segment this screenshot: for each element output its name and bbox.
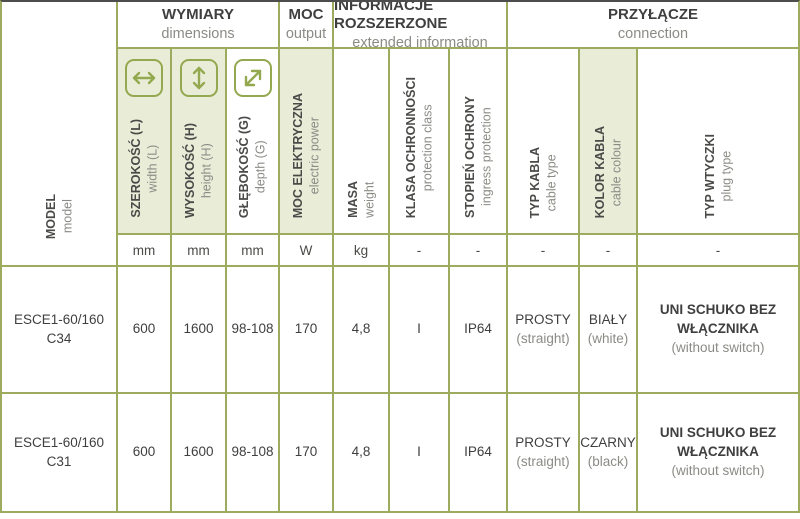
cell-cable-type: PROSTY (straight) xyxy=(508,267,578,392)
column-header-weight: MASA weight xyxy=(334,49,388,233)
group-header-extended-information: INFORMACJE ROZSZERZONE extended informat… xyxy=(334,2,506,47)
group-header-output: MOC output xyxy=(280,2,332,47)
cell-power: 170 xyxy=(280,394,332,511)
cell-width: 600 xyxy=(118,394,170,511)
cell-protection-class: I xyxy=(390,394,448,511)
cell-ingress: IP64 xyxy=(450,394,506,511)
model-column-header: MODEL model xyxy=(2,2,116,265)
group-header-dimensions: WYMIARY dimensions xyxy=(118,2,278,47)
cell-power: 170 xyxy=(280,267,332,392)
cell-ingress: IP64 xyxy=(450,267,506,392)
unit-protection-class: - xyxy=(390,235,448,265)
depth-arrow-icon xyxy=(233,59,272,97)
cell-cable-colour: CZARNY (black) xyxy=(580,394,636,511)
column-header-cable-type: TYP KABLA cable type xyxy=(508,49,578,233)
unit-power: W xyxy=(280,235,332,265)
cell-plug-type: UNI SCHUKO BEZ WŁĄCZNIKA (without switch… xyxy=(638,267,798,392)
column-header-ingress-protection: STOPIEŃ OCHRONY ingress protection xyxy=(450,49,506,233)
column-header-electric-power: MOC ELEKTRYCZNA electric power xyxy=(280,49,332,233)
cell-width: 600 xyxy=(118,267,170,392)
column-header-depth: GŁĘBOKOŚĆ (G) depth (G) xyxy=(227,49,278,233)
cell-cable-colour: BIAŁY (white) xyxy=(580,267,636,392)
unit-ingress: - xyxy=(450,235,506,265)
height-arrow-icon xyxy=(179,59,218,97)
unit-cable-colour: - xyxy=(580,235,636,265)
column-header-width: SZEROKOŚĆ (L) width (L) xyxy=(118,49,170,233)
unit-cable-type: - xyxy=(508,235,578,265)
table-row-model: ESCE1-60/160 C34 xyxy=(2,267,116,392)
cell-depth: 98-108 xyxy=(227,394,278,511)
cell-protection-class: I xyxy=(390,267,448,392)
cell-weight: 4,8 xyxy=(334,394,388,511)
column-header-height: WYSOKOŚĆ (H) height (H) xyxy=(172,49,225,233)
unit-depth: mm xyxy=(227,235,278,265)
cell-cable-type: PROSTY (straight) xyxy=(508,394,578,511)
column-header-cable-colour: KOLOR KABLA cable colour xyxy=(580,49,636,233)
model-header-pl: MODEL xyxy=(43,193,58,239)
cell-depth: 98-108 xyxy=(227,267,278,392)
width-arrow-icon xyxy=(125,59,163,97)
column-header-plug-type: TYP WTYCZKI plug type xyxy=(638,49,798,233)
group-header-connection: PRZYŁĄCZE connection xyxy=(508,2,798,47)
cell-plug-type: UNI SCHUKO BEZ WŁĄCZNIKA (without switch… xyxy=(638,394,798,511)
unit-height: mm xyxy=(172,235,225,265)
unit-width: mm xyxy=(118,235,170,265)
model-header-en: model xyxy=(60,199,74,234)
cell-weight: 4,8 xyxy=(334,267,388,392)
unit-plug-type: - xyxy=(638,235,798,265)
cell-height: 1600 xyxy=(172,267,225,392)
column-header-protection-class: KLASA OCHRONNOŚCI protection class xyxy=(390,49,448,233)
unit-weight: kg xyxy=(334,235,388,265)
table-row-model: ESCE1-60/160 C31 xyxy=(2,394,116,511)
cell-height: 1600 xyxy=(172,394,225,511)
